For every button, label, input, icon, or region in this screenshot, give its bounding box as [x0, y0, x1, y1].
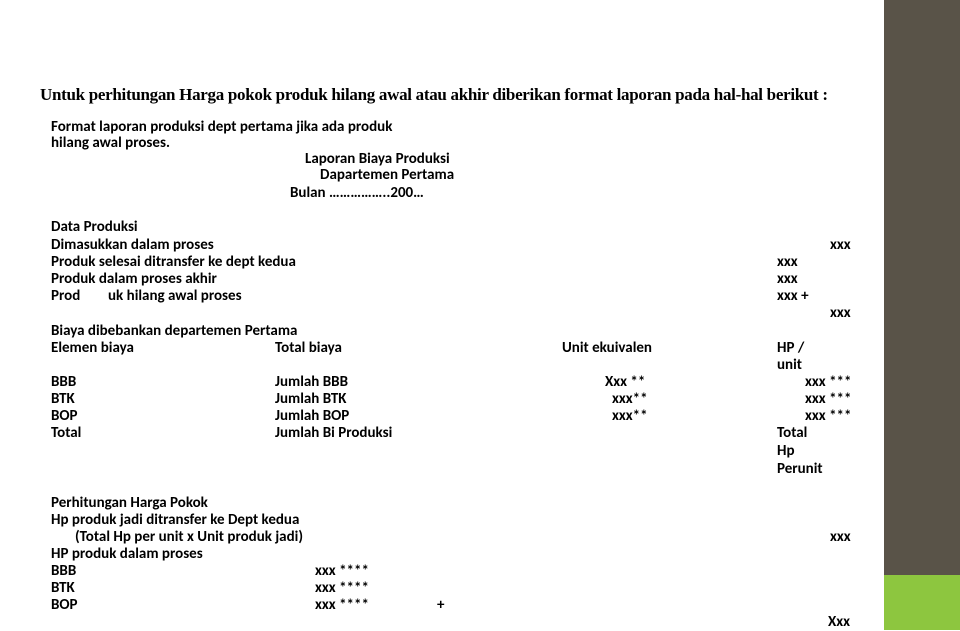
calc-line3-val: xxx — [830, 529, 851, 546]
slide-content: Untuk perhitungan Harga pokok produk hil… — [0, 0, 860, 630]
calc-btk-val: xxx **** — [315, 580, 369, 597]
intro-line2: hilang awal proses. — [51, 135, 170, 152]
total-hp2: Hp — [777, 443, 795, 460]
row-hilang-1: Prod — [51, 288, 80, 305]
btk-label: BTK — [51, 391, 75, 408]
col-hp1: HP / — [777, 340, 804, 357]
calc-line2: Hp produk jadi ditransfer ke Dept kedua — [51, 512, 299, 529]
btk-unit: xxx** — [612, 391, 648, 408]
bop-unit: xxx** — [612, 408, 648, 425]
row-selesai-val: xxx — [777, 254, 798, 271]
btk-hp: xxx *** — [805, 391, 851, 408]
biaya-heading: Biaya dibebankan departemen Pertama — [51, 323, 297, 340]
total-hp1: Total — [777, 425, 807, 442]
calc-line3: (Total Hp per unit x Unit produk jadi) — [75, 529, 303, 546]
calc-line4: HP produk dalam proses — [51, 546, 203, 563]
total-label: Total — [51, 425, 81, 442]
data-produksi-heading: Data Produksi — [51, 219, 138, 236]
btk-total: Jumlah BTK — [275, 391, 346, 408]
total-biaya: Jumlah Bi Produksi — [275, 425, 392, 442]
bbb-total: Jumlah BBB — [275, 374, 348, 391]
bbb-unit: Xxx ** — [605, 374, 645, 391]
row-hilang-2: uk hilang awal proses — [108, 288, 242, 305]
sidebar-green-accent — [884, 575, 960, 630]
col-hp2: unit — [777, 357, 802, 374]
bbb-label: BBB — [51, 374, 76, 391]
bop-hp: xxx *** — [805, 408, 851, 425]
row-proses-akhir: Produk dalam proses akhir — [51, 271, 217, 288]
calc-final: Xxx — [828, 614, 850, 631]
row-dimasukkan-val: xxx — [830, 237, 851, 254]
calc-bbb: BBB — [51, 563, 76, 580]
report-header2: Dapartemen Pertama — [320, 167, 454, 184]
row-dimasukkan: Dimasukkan dalam proses — [51, 237, 214, 254]
total-hp3: Perunit — [777, 461, 823, 478]
col-unit: Unit ekuivalen — [562, 340, 652, 357]
col-elemen: Elemen biaya — [51, 340, 134, 357]
calc-bbb-val: xxx **** — [315, 563, 369, 580]
slide-title: Untuk perhitungan Harga pokok produk hil… — [40, 85, 860, 105]
calc-heading: Perhitungan Harga Pokok — [51, 495, 208, 512]
report-header3: Bulan ……………..200… — [290, 185, 424, 202]
calc-bop: BOP — [51, 597, 78, 614]
bop-label: BOP — [51, 408, 78, 425]
bop-total: Jumlah BOP — [275, 408, 349, 425]
sidebar-dark — [884, 0, 960, 630]
calc-btk: BTK — [51, 580, 75, 597]
calc-bop-plus: + — [437, 597, 444, 614]
calc-bop-val: xxx **** — [315, 597, 369, 614]
col-total: Total biaya — [275, 340, 342, 357]
row-total-val: xxx — [830, 305, 851, 322]
row-hilang-val: xxx + — [777, 288, 809, 305]
row-proses-akhir-val: xxx — [777, 271, 798, 288]
row-selesai: Produk selesai ditransfer ke dept kedua — [51, 254, 296, 271]
bbb-hp: xxx *** — [805, 374, 851, 391]
